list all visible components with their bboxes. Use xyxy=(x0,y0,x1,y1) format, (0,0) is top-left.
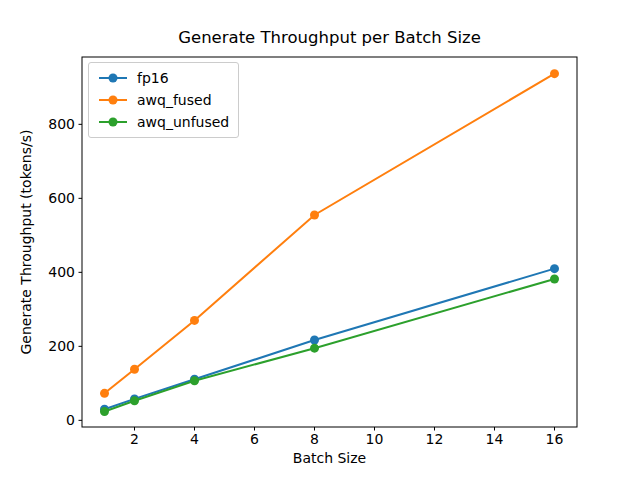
series-line-awq_unfused xyxy=(105,279,555,411)
marker-awq_fused xyxy=(310,210,319,219)
x-tick-label: 6 xyxy=(250,431,259,447)
marker-awq_unfused xyxy=(550,275,559,284)
x-tick-label: 16 xyxy=(546,431,564,447)
marker-awq_unfused xyxy=(130,396,139,405)
figure: Generate Throughput per Batch Size 24681… xyxy=(0,0,640,480)
y-tick-label: 400 xyxy=(48,264,75,280)
marker-awq_fused xyxy=(130,365,139,374)
legend-label: awq_unfused xyxy=(137,114,229,130)
legend-item-fp16: fp16 xyxy=(98,67,229,89)
y-tick-label: 800 xyxy=(48,116,75,132)
marker-awq_unfused xyxy=(310,344,319,353)
y-tick-label: 0 xyxy=(66,412,75,428)
x-tick-label: 2 xyxy=(130,431,139,447)
legend-line-marker-icon xyxy=(98,116,128,128)
marker-fp16 xyxy=(550,264,559,273)
legend: fp16 awq_fused awq_unfused xyxy=(88,62,239,138)
legend-item-awq_unfused: awq_unfused xyxy=(98,111,229,133)
y-tick-label: 600 xyxy=(48,190,75,206)
legend-label: fp16 xyxy=(137,70,169,86)
x-tick-label: 14 xyxy=(486,431,504,447)
y-axis-label: Generate Throughput (tokens/s) xyxy=(18,130,34,355)
legend-line-marker-icon xyxy=(98,94,128,106)
x-tick-label: 12 xyxy=(426,431,444,447)
legend-label: awq_fused xyxy=(137,92,212,108)
x-tick-label: 8 xyxy=(310,431,319,447)
legend-item-awq_fused: awq_fused xyxy=(98,89,229,111)
legend-line-marker-icon xyxy=(98,72,128,84)
marker-awq_unfused xyxy=(190,376,199,385)
x-axis-label: Batch Size xyxy=(82,450,577,466)
x-tick-label: 4 xyxy=(190,431,199,447)
marker-awq_fused xyxy=(550,69,559,78)
marker-awq_fused xyxy=(100,389,109,398)
marker-fp16 xyxy=(310,336,319,345)
marker-awq_unfused xyxy=(100,407,109,416)
y-tick-label: 200 xyxy=(48,338,75,354)
marker-awq_fused xyxy=(190,316,199,325)
x-tick-label: 10 xyxy=(366,431,384,447)
